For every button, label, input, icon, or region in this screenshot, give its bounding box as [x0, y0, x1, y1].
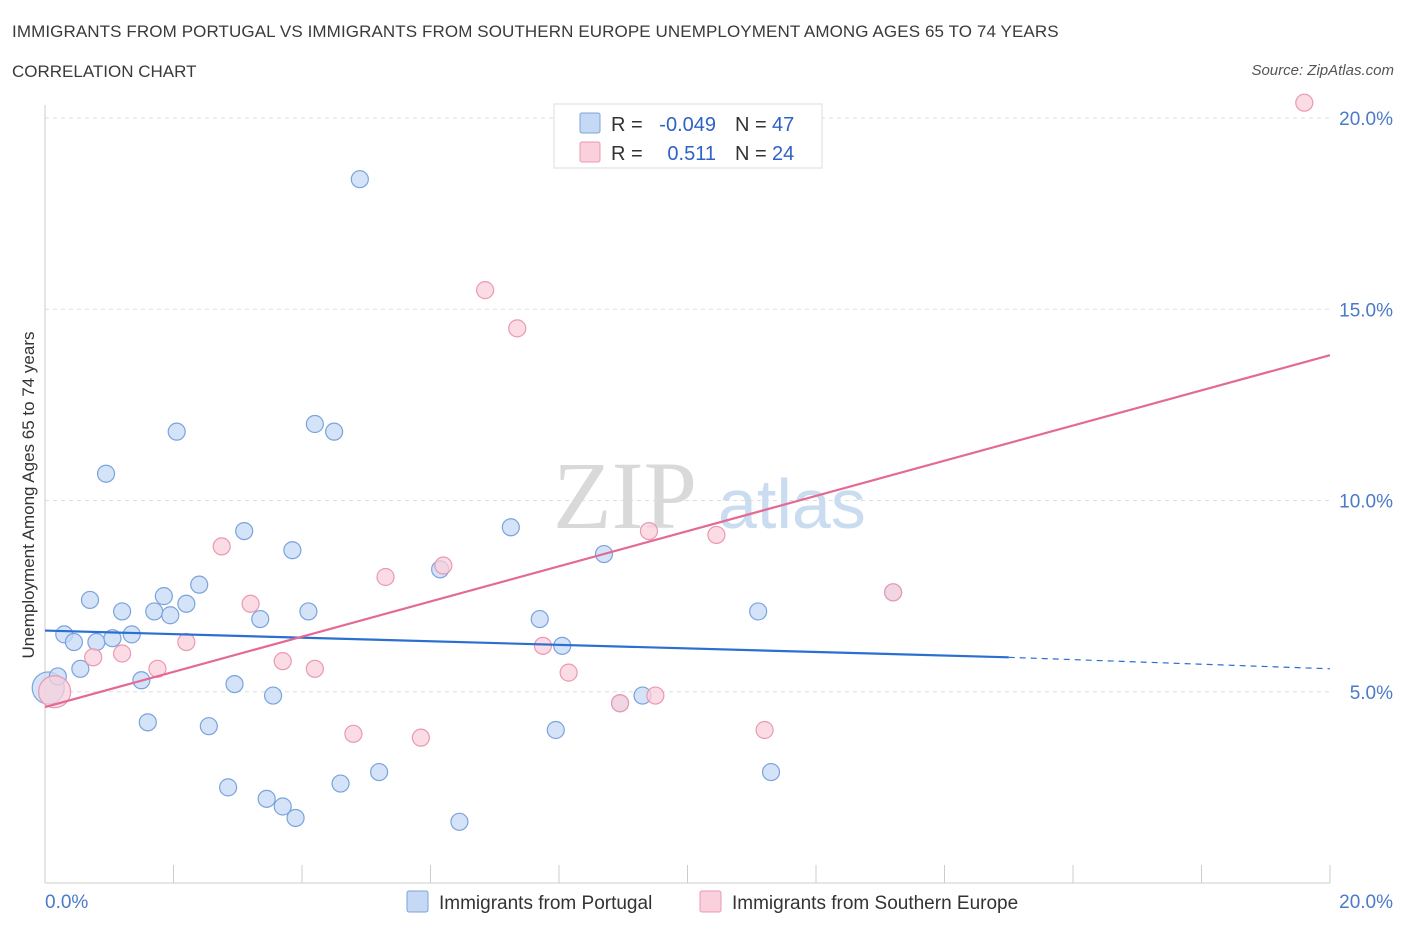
- point-southern-europe: [476, 281, 495, 300]
- point-southern-europe: [883, 583, 903, 602]
- legend-n-value-southern: 24: [772, 143, 794, 165]
- chart-title: IMMIGRANTS FROM PORTUGAL VS IMMIGRANTS F…: [12, 22, 1059, 41]
- point-portugal: [190, 575, 209, 594]
- legend-n-label-southern: N =: [735, 143, 767, 165]
- y-tick-label: 10.0%: [1339, 492, 1393, 513]
- y-axis-label: Unemployment Among Ages 65 to 74 years: [19, 332, 38, 659]
- point-portugal: [145, 602, 164, 621]
- point-portugal: [761, 762, 781, 782]
- point-portugal: [122, 625, 141, 644]
- point-portugal: [273, 797, 292, 816]
- point-portugal: [450, 812, 469, 831]
- bottom-legend-swatch-southern: [699, 890, 722, 913]
- point-portugal: [501, 518, 520, 537]
- point-portugal: [167, 422, 186, 441]
- point-portugal: [87, 632, 106, 652]
- point-portugal: [530, 609, 549, 629]
- point-portugal: [96, 464, 116, 483]
- point-portugal: [251, 609, 270, 629]
- point-southern-europe: [212, 537, 231, 556]
- series-southern-points: [38, 93, 1314, 747]
- point-portugal: [138, 713, 157, 732]
- point-portugal: [80, 590, 100, 610]
- legend-r-label-portugal: R =: [611, 114, 643, 136]
- point-southern-europe: [533, 636, 553, 655]
- point-portugal: [161, 606, 180, 625]
- x-tick-label-min: 0.0%: [45, 892, 88, 913]
- legend-r-label-southern: R =: [611, 143, 643, 165]
- point-southern-europe: [646, 686, 665, 705]
- point-southern-europe: [344, 724, 363, 743]
- point-southern-europe: [610, 694, 630, 713]
- bottom-legend-label-southern: Immigrants from Southern Europe: [732, 893, 1018, 914]
- point-portugal: [283, 541, 302, 560]
- legend-r-value-southern: 0.511: [667, 143, 716, 165]
- bottom-legend: Immigrants from Portugal Immigrants from…: [406, 890, 1018, 914]
- point-portugal: [749, 602, 768, 621]
- point-southern-europe: [508, 319, 527, 338]
- point-southern-europe: [707, 525, 726, 545]
- y-tick-label: 5.0%: [1350, 683, 1393, 704]
- y-tick-label: 15.0%: [1339, 300, 1393, 321]
- legend-swatch-southern: [579, 141, 601, 163]
- point-southern-europe: [434, 556, 453, 575]
- point-southern-europe: [273, 652, 292, 671]
- point-southern-europe: [38, 675, 72, 709]
- x-tick-label-max: 20.0%: [1339, 892, 1393, 913]
- point-portugal: [235, 521, 254, 541]
- legend-n-label-portugal: N =: [735, 114, 767, 136]
- watermark-zip: ZIP: [553, 442, 697, 549]
- y-tick-labels: 5.0% 10.0% 15.0% 20.0%: [1339, 109, 1393, 704]
- point-portugal: [154, 587, 173, 606]
- correlation-legend: R = -0.049 N = 47 R = 0.511 N = 24: [553, 103, 823, 169]
- point-portugal: [199, 717, 218, 736]
- point-portugal: [103, 629, 122, 648]
- bottom-legend-swatch-portugal: [406, 890, 429, 913]
- point-southern-europe: [559, 663, 578, 682]
- point-southern-europe: [305, 659, 324, 678]
- point-portugal: [64, 632, 84, 652]
- point-portugal: [286, 808, 305, 828]
- watermark-atlas: atlas: [718, 465, 866, 543]
- point-portugal: [263, 686, 283, 705]
- bottom-legend-label-portugal: Immigrants from Portugal: [439, 893, 652, 914]
- point-southern-europe: [639, 521, 659, 541]
- point-portugal: [331, 774, 350, 793]
- point-portugal: [350, 170, 369, 189]
- point-southern-europe: [376, 567, 395, 587]
- y-tick-label: 20.0%: [1339, 109, 1393, 130]
- point-southern-europe: [755, 720, 774, 740]
- point-southern-europe: [241, 594, 260, 613]
- point-portugal: [112, 602, 132, 621]
- point-portugal: [325, 422, 344, 441]
- series-portugal-points: [31, 170, 903, 831]
- trendline-southern-europe: [44, 354, 1331, 709]
- trend-lines: [44, 354, 1331, 709]
- point-portugal: [177, 594, 196, 613]
- chart-subtitle: CORRELATION CHART: [12, 62, 197, 81]
- point-southern-europe: [177, 632, 196, 652]
- point-portugal: [299, 602, 318, 621]
- trendline-portugal-extension: [1008, 656, 1331, 670]
- legend-swatch-portugal: [579, 112, 601, 134]
- point-portugal: [546, 720, 565, 740]
- point-southern-europe: [112, 644, 132, 663]
- legend-n-value-portugal: 47: [772, 114, 794, 136]
- x-axis-ticks: [44, 865, 1331, 883]
- source-label: Source: ZipAtlas.com: [1251, 62, 1394, 79]
- point-portugal: [71, 659, 90, 678]
- trendline-portugal: [44, 629, 1009, 659]
- legend-r-value-portugal: -0.049: [659, 114, 716, 136]
- point-portugal: [219, 778, 238, 797]
- point-southern-europe: [84, 648, 103, 667]
- point-portugal: [305, 414, 324, 434]
- point-portugal: [225, 674, 244, 694]
- point-southern-europe: [1295, 93, 1314, 112]
- grid-lines: [45, 117, 1330, 693]
- point-portugal: [257, 789, 276, 808]
- point-portugal: [370, 762, 389, 782]
- point-southern-europe: [411, 728, 430, 747]
